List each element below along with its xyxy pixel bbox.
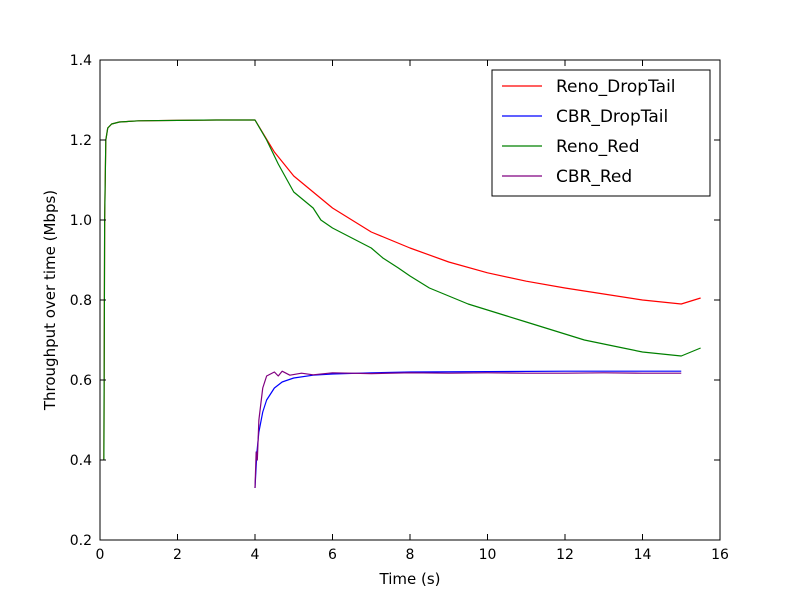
x-tick-label: 10 — [479, 547, 497, 563]
y-tick-label: 0.2 — [70, 533, 92, 549]
x-tick-label: 2 — [173, 547, 182, 563]
y-tick-label: 1.4 — [70, 53, 92, 69]
x-tick-label: 16 — [711, 547, 729, 563]
x-tick-label: 0 — [96, 547, 105, 563]
series-layer — [103, 119, 701, 489]
x-tick-label: 12 — [556, 547, 574, 563]
legend-box — [491, 69, 711, 197]
y-tick-label: 1.2 — [70, 133, 92, 149]
x-tick-label: 6 — [328, 547, 337, 563]
x-tick-label: 4 — [251, 547, 260, 563]
x-axis-label: Time (s) — [379, 570, 441, 588]
series-line-cbr-red — [254, 370, 682, 489]
series-line-reno-red — [103, 119, 701, 461]
legend: Reno_DropTail CBR_DropTail Reno_Red CBR_Red — [491, 69, 711, 197]
x-tick-label: 8 — [406, 547, 415, 563]
y-tick-label: 0.8 — [70, 293, 92, 309]
legend-label-cbr-droptail: CBR_DropTail — [556, 107, 668, 127]
y-tick-label: 1.0 — [70, 213, 92, 229]
y-tick-label: 0.6 — [70, 373, 92, 389]
legend-label-cbr-red: CBR_Red — [556, 167, 632, 187]
y-tick-label: 0.4 — [70, 453, 92, 469]
legend-label-reno-droptail: Reno_DropTail — [556, 77, 676, 97]
legend-label-reno-red: Reno_Red — [556, 137, 639, 157]
x-tick-label: 14 — [634, 547, 652, 563]
series-line-cbr-droptail — [254, 370, 682, 489]
y-axis-label: Throughput over time (Mbps) — [41, 190, 59, 411]
ticks-layer: 0 2 4 6 8 10 12 14 16 0.2 0.4 0.6 0.8 1.0 1.2 1.4 — [70, 53, 729, 563]
